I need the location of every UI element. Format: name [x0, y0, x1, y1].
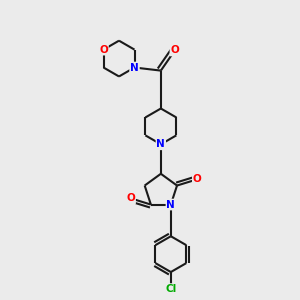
Text: O: O: [99, 45, 108, 55]
Text: N: N: [130, 62, 139, 73]
Text: N: N: [167, 200, 175, 209]
Text: N: N: [157, 139, 165, 149]
Text: O: O: [193, 174, 202, 184]
Text: O: O: [170, 46, 179, 56]
Text: O: O: [126, 193, 135, 203]
Text: Cl: Cl: [165, 284, 176, 294]
